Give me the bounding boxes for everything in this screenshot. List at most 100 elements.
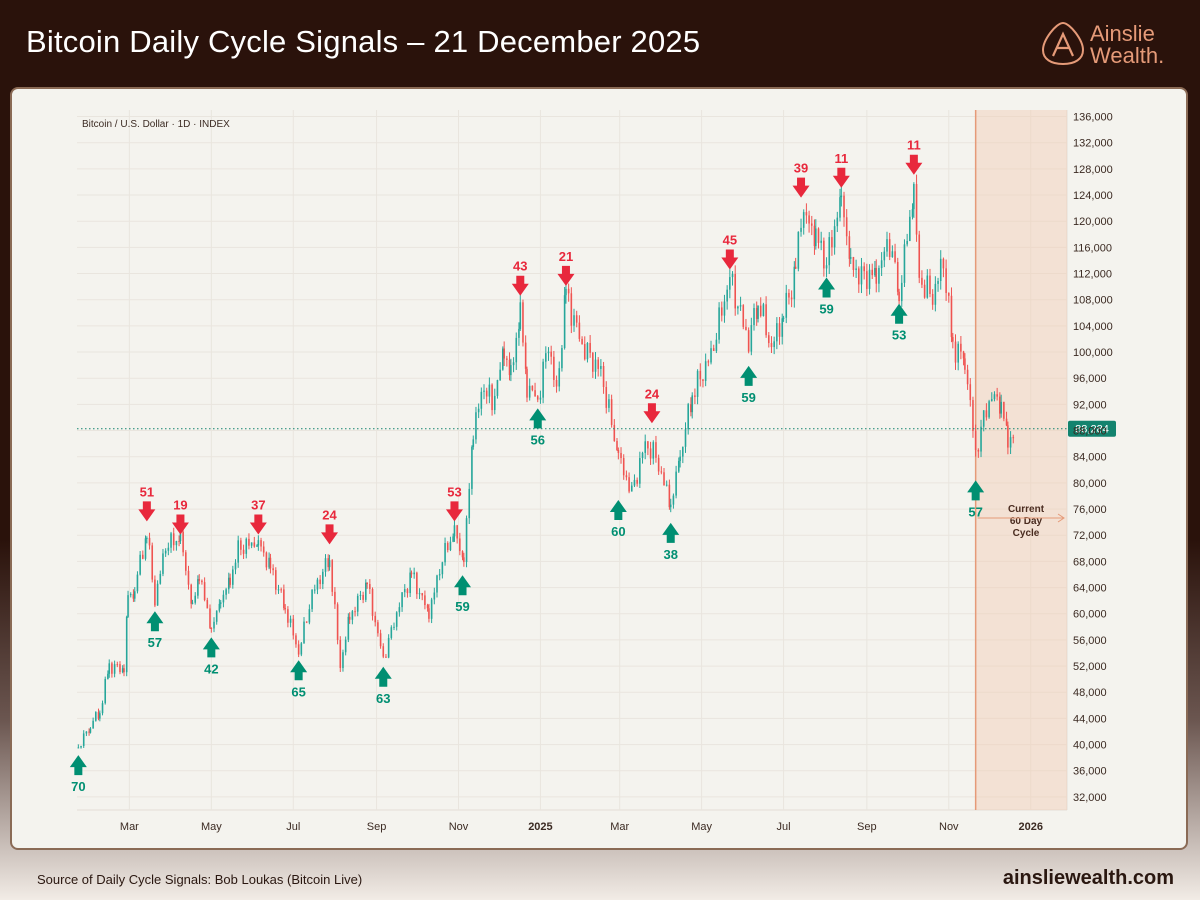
candle-body (387, 637, 390, 658)
candle-body (888, 239, 891, 258)
candle-body (765, 304, 767, 336)
candle-body (468, 488, 471, 519)
candle-body (668, 484, 671, 508)
candle-body (305, 621, 308, 623)
candle-body (519, 302, 522, 329)
candle-body (550, 351, 552, 357)
candle-body (426, 605, 429, 609)
candle-body (348, 616, 351, 620)
candle-body (111, 663, 113, 674)
y-tick-label: 116,000 (1073, 242, 1112, 254)
candle-body (215, 610, 218, 622)
top-signal-arrow-icon (321, 524, 339, 545)
candle-body (937, 281, 939, 284)
bottom-signal-arrow-icon (529, 408, 547, 429)
candle-body (1005, 418, 1008, 426)
candle-body (528, 385, 531, 398)
candle-body (190, 584, 192, 604)
candle-body (825, 265, 828, 269)
candle-body (669, 504, 672, 508)
candle-body (558, 368, 561, 387)
candle-body (534, 390, 536, 397)
candle-body (510, 365, 512, 376)
candle-body (553, 356, 555, 380)
candle-body (857, 268, 860, 285)
candle-body (810, 223, 813, 226)
candle-body (750, 325, 753, 352)
candle-body (342, 652, 344, 669)
candle-body (328, 560, 331, 568)
candle-body (613, 424, 616, 441)
x-tick-label: May (691, 821, 712, 833)
bottom-signal-arrow-icon (69, 755, 87, 776)
candle-body (218, 603, 221, 611)
candle-body (742, 305, 745, 327)
current-price-tag: 88,284 (1068, 420, 1116, 437)
candle-body (502, 348, 504, 370)
top-signal-arrow-icon (138, 501, 156, 522)
candle-body (113, 664, 116, 674)
candle-body (284, 608, 287, 610)
candle-body (565, 288, 567, 296)
logo-word-ainslie: Ainslie (1090, 21, 1155, 46)
candle-body (699, 370, 702, 380)
candle-body (921, 277, 923, 285)
x-tick-label: 2025 (528, 821, 552, 833)
candle-body (972, 400, 974, 432)
candle-body (151, 545, 154, 580)
candle-body (229, 577, 231, 585)
candle-body (269, 557, 272, 569)
candle-body (790, 297, 793, 300)
candle-body (164, 550, 167, 554)
candle-body (602, 366, 605, 387)
footer-url-link[interactable]: ainsliewealth.com (1002, 867, 1174, 889)
candle-body (759, 305, 762, 316)
candle-body (691, 395, 694, 413)
candle-body (526, 368, 528, 398)
candle-body (620, 452, 622, 459)
candle-body (371, 588, 374, 616)
candle-body (518, 328, 520, 338)
footer: Source of Daily Cycle Signals: Bob Louka… (0, 858, 1200, 900)
candle-body (977, 449, 980, 452)
candle-body (945, 268, 947, 293)
top-signal-arrow-icon (792, 177, 810, 198)
candle-body (308, 609, 311, 623)
y-tick-label: 56,000 (1073, 635, 1107, 647)
candle-body (268, 557, 270, 568)
top-signal-arrow-icon (557, 265, 575, 286)
candle-body (531, 385, 534, 391)
candle-body (344, 639, 347, 653)
candle-body (805, 212, 808, 216)
candle-body (690, 404, 692, 413)
candle-body (413, 572, 415, 575)
candle-body (726, 289, 728, 302)
candle-body (903, 244, 906, 283)
candle-body (866, 271, 868, 289)
candle-body (1012, 437, 1015, 439)
candle-body (477, 408, 480, 413)
y-tick-label: 120,000 (1073, 216, 1113, 228)
candle-body (788, 292, 790, 298)
candle-body (894, 251, 896, 263)
candle-body (116, 664, 119, 666)
y-tick-label: 48,000 (1073, 687, 1107, 699)
candle-body (702, 379, 704, 381)
candle-body (197, 579, 199, 596)
candle-body (430, 599, 433, 619)
candle-body (617, 450, 620, 453)
candle-body (1009, 437, 1012, 448)
candle-body (159, 573, 162, 584)
y-tick-label: 92,000 (1073, 399, 1107, 411)
y-axis: 32,000 36,000 40,000 44,000 48,000 52,000 56,0… (1073, 112, 1113, 804)
candle-body (119, 664, 121, 673)
bottom-signal-label: 65 (291, 684, 305, 699)
candle-body (886, 239, 888, 252)
top-signal-label: 53 (447, 484, 461, 499)
candle-body (198, 579, 201, 581)
candle-body (508, 359, 511, 376)
candle-body (883, 251, 886, 261)
y-tick-label: 84,000 (1073, 452, 1107, 464)
candle-body (720, 307, 723, 316)
candle-body (797, 231, 800, 269)
